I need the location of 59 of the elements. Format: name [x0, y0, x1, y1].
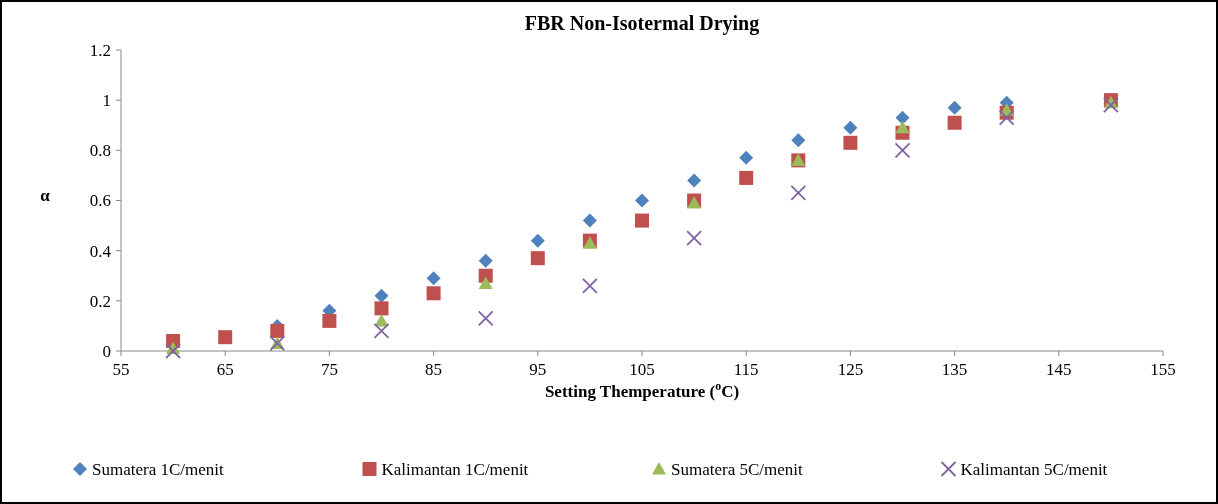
point — [478, 253, 493, 268]
point — [374, 301, 389, 316]
point — [218, 330, 233, 345]
point — [322, 313, 337, 328]
x-tick-label: 95 — [529, 360, 547, 379]
point — [165, 343, 181, 359]
legend-label: Kalimantan 1C/menit — [381, 459, 529, 479]
legend-label: Sumatera 5C/menit — [671, 459, 803, 479]
point — [270, 323, 285, 338]
x-tick-label: 105 — [629, 360, 655, 379]
point — [426, 286, 441, 301]
point — [739, 170, 754, 185]
point — [791, 133, 806, 148]
x-tick-label: 145 — [1046, 360, 1072, 379]
point — [895, 120, 910, 134]
point — [582, 277, 598, 294]
point — [687, 173, 702, 188]
y-tick-label: 0.2 — [89, 291, 111, 311]
point — [582, 213, 597, 228]
point — [374, 288, 389, 303]
point — [895, 110, 910, 125]
chart-title: FBR Non-Isotermal Drying — [524, 12, 760, 35]
point — [843, 135, 858, 150]
x-tick-label: 85 — [425, 360, 443, 379]
x-tick-label: 115 — [733, 360, 759, 379]
point — [894, 142, 911, 159]
point — [790, 185, 807, 201]
point — [530, 251, 545, 266]
point — [947, 100, 962, 115]
y-axis-title: α — [40, 185, 51, 205]
point — [373, 323, 390, 339]
point — [426, 271, 441, 286]
point — [478, 276, 493, 289]
point — [374, 313, 389, 327]
y-tick-label: 1.2 — [89, 40, 111, 60]
point — [477, 310, 494, 327]
x-tick-label: 135 — [941, 360, 968, 379]
point — [998, 109, 1015, 126]
x-tick-label: 155 — [1150, 360, 1176, 379]
y-tick-label: 1 — [102, 91, 111, 111]
point — [530, 233, 545, 248]
point — [947, 115, 962, 130]
point — [739, 150, 754, 165]
y-tick-label: 0.4 — [89, 241, 112, 261]
x-axis-title: Setting Themperature ($^{o}$C) — [544, 379, 740, 401]
x-tick-label: 55 — [112, 360, 130, 379]
point — [635, 213, 649, 228]
x-tick-label: 125 — [837, 360, 864, 379]
point — [1103, 97, 1119, 114]
legend-label: Kalimantan 5C/menit — [960, 459, 1108, 479]
point — [686, 230, 702, 247]
legend-label: Sumatera 1C/menit — [92, 459, 224, 479]
x-tick-label: 75 — [320, 360, 338, 379]
x-tick-label: 65 — [216, 360, 234, 379]
y-tick-label: 0.8 — [89, 141, 111, 161]
point — [635, 193, 649, 208]
y-tick-label: 0 — [102, 341, 111, 361]
point — [843, 120, 858, 135]
y-tick-label: 0.6 — [89, 191, 111, 211]
